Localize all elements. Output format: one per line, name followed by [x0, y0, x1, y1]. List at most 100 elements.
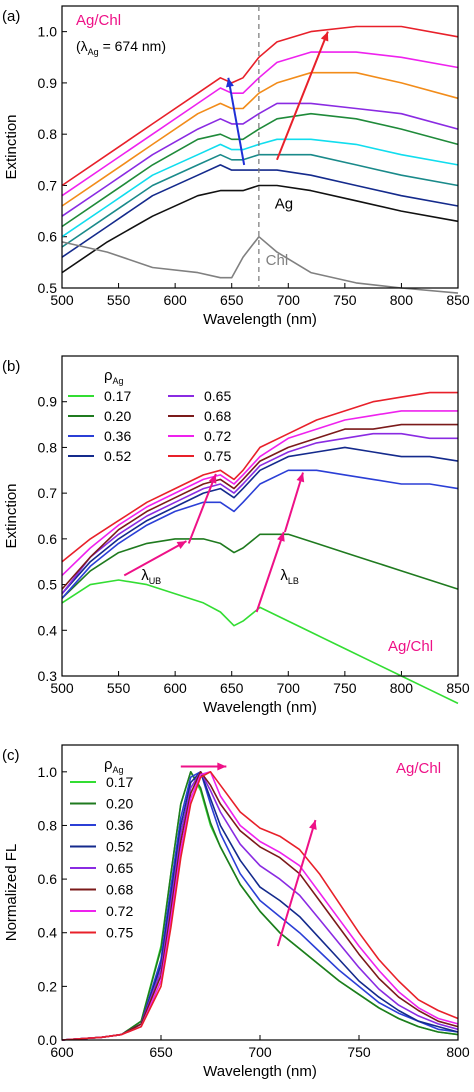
ub-arrow-2	[187, 473, 217, 544]
chart-annotation-title: Ag/Chl	[76, 12, 121, 29]
y-axis-label: Extinction	[3, 114, 20, 179]
x-tick-label: 500	[50, 292, 74, 308]
x-tick-label: 650	[149, 1044, 173, 1060]
y-tick-label: 0.6	[38, 531, 58, 547]
x-axis-label: Wavelength (nm)	[203, 699, 317, 716]
series-line-navy	[61, 164, 459, 258]
x-tick-label: 800	[390, 680, 414, 696]
x-axis-label: Wavelength (nm)	[203, 1063, 317, 1080]
y-tick-label: 0.4	[38, 622, 58, 638]
x-tick-label: 750	[347, 1044, 371, 1060]
chart-annotation-title: Ag/Chl	[396, 760, 441, 777]
y-tick-label: 0.8	[38, 817, 58, 833]
y-tick-label: 0.6	[38, 229, 58, 245]
legend-label: 0.75	[106, 925, 133, 941]
y-tick-label: 0.4	[38, 925, 58, 941]
plot-frame	[61, 355, 459, 677]
x-axis-label: Wavelength (nm)	[203, 311, 317, 328]
legend-label: 0.17	[104, 388, 131, 404]
y-tick-label: 1.0	[38, 764, 58, 780]
panel-label: (a)	[2, 8, 20, 25]
plot-frame	[61, 744, 459, 1041]
x-tick-label: 500	[50, 680, 74, 696]
series-line-0.20	[61, 533, 459, 599]
x-tick-label: 550	[107, 292, 131, 308]
x-tick-label: 750	[333, 680, 357, 696]
x-tick-label: 700	[248, 1044, 272, 1060]
legend-label: 0.72	[204, 428, 231, 444]
x-tick-label: 850	[446, 680, 470, 696]
y-tick-label: 0.8	[38, 126, 58, 142]
x-tick-label: 800	[390, 292, 414, 308]
legend-title: ρAg	[104, 367, 124, 386]
series-line-magenta	[61, 51, 459, 197]
series-line-0.20	[61, 770, 459, 1041]
series-line-green	[61, 112, 459, 228]
y-axis-label: Extinction	[3, 483, 20, 548]
y-tick-label: 0.7	[38, 485, 58, 501]
legend-label: 0.20	[104, 408, 131, 424]
series-line-orange	[61, 71, 459, 207]
series-line-black	[61, 184, 459, 274]
legend-label: 0.20	[106, 796, 133, 812]
series-line-red	[61, 25, 459, 187]
series-line-0.36	[61, 469, 459, 599]
x-tick-label: 850	[446, 292, 470, 308]
legend-label: 0.75	[204, 448, 231, 464]
plot-frame	[61, 5, 459, 289]
legend-label: 0.36	[104, 428, 131, 444]
legend-label: 0.36	[106, 817, 133, 833]
legend-label: 0.68	[204, 408, 231, 424]
lambda-ub-label: λUB	[141, 567, 161, 586]
y-tick-label: 0.7	[38, 177, 58, 193]
y-tick-label: 1.0	[38, 24, 58, 40]
series-line-0.36	[61, 770, 459, 1041]
legend-label: 0.68	[106, 882, 133, 898]
legend-label: 0.65	[106, 860, 133, 876]
series-line-cyan	[61, 138, 459, 238]
legend-label: 0.52	[106, 839, 133, 855]
y-tick-label: 0.0	[38, 1032, 58, 1048]
legend-label: 0.17	[106, 774, 133, 790]
lb-arrow-1	[255, 531, 285, 613]
panel-b: 0.3 0.4 0.5 0.6 0.7 0.8 0.9 500 550 600 650 700 750 8…	[2, 355, 470, 716]
series-line-0.52	[61, 446, 459, 595]
panel-label: (c)	[2, 747, 20, 764]
chl-label: Chl	[266, 252, 289, 269]
y-tick-label: 0.3	[38, 668, 58, 684]
y-tick-label: 0.6	[38, 871, 58, 887]
panel-label: (b)	[2, 358, 20, 375]
series-line-0.65	[61, 770, 459, 1041]
panel-a: 0.5 0.6 0.7 0.8 0.9 1.0 500 550 600 650 700 750 800 8…	[2, 5, 470, 328]
peak-shift-arrow	[180, 762, 227, 771]
y-tick-label: 0.5	[38, 280, 58, 296]
series-line-0.68	[61, 423, 458, 590]
y-tick-label: 0.9	[38, 75, 58, 91]
ag-label: Ag	[275, 196, 293, 213]
x-tick-label: 650	[220, 680, 244, 696]
series-line-0.75	[61, 770, 459, 1041]
series-line-0.68	[61, 770, 459, 1041]
lb-arrow-2	[283, 472, 305, 533]
series-line-0.75	[61, 391, 458, 563]
y-tick-label: 0.9	[38, 394, 58, 410]
panel-c: 0.0 0.2 0.4 0.6 0.8 1.0 600 650 700 750 800 (c) Wave…	[2, 744, 470, 1080]
legend-label: 0.72	[106, 903, 133, 919]
x-tick-label: 700	[277, 680, 301, 696]
x-tick-label: 600	[163, 292, 187, 308]
x-tick-label: 800	[446, 1044, 470, 1060]
x-tick-label: 600	[163, 680, 187, 696]
red-shift-arrow	[276, 31, 329, 161]
lambda-lb-label: λLB	[280, 567, 299, 586]
ub-arrow-1	[123, 540, 187, 577]
blue-shift-arrow	[225, 77, 246, 166]
series-line-0.72	[61, 770, 459, 1041]
series-line-0.72	[61, 410, 458, 576]
x-tick-label: 700	[277, 292, 301, 308]
x-tick-label: 750	[333, 292, 357, 308]
x-tick-label: 550	[107, 680, 131, 696]
lambda-annotation: (λAg = 674 nm)	[76, 38, 166, 57]
